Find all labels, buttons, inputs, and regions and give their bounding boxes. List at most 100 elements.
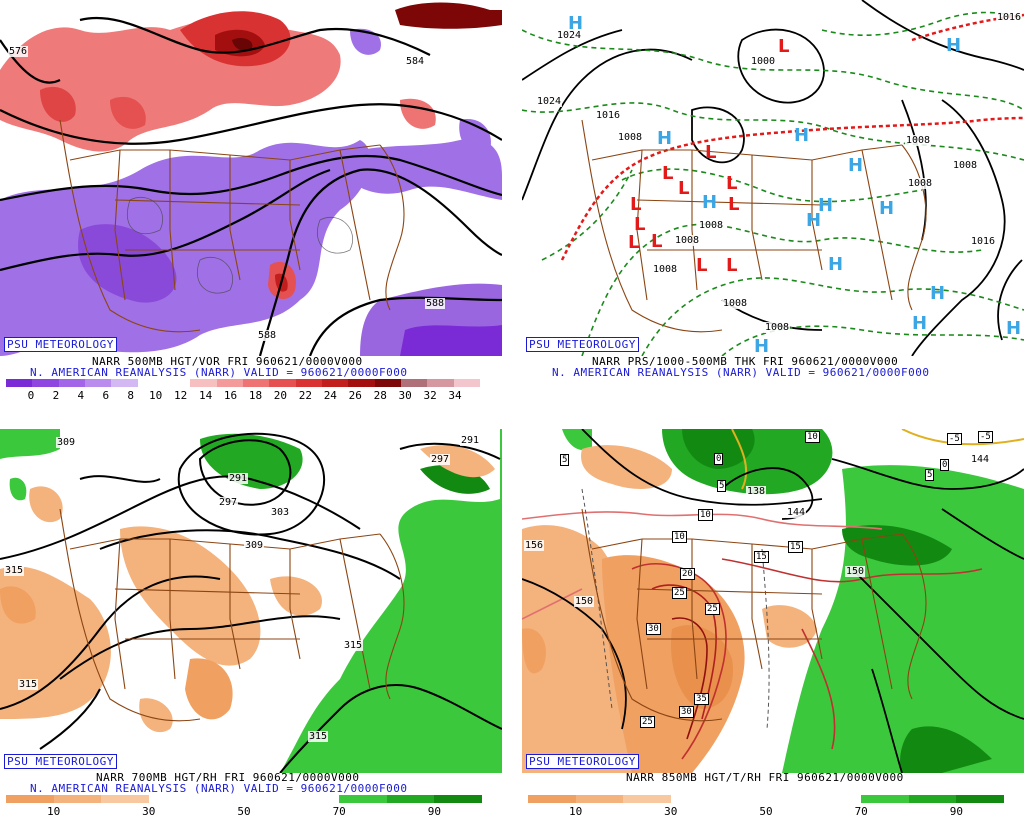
psu-branding: PSU METEOROLOGY [526, 754, 639, 769]
colorbar-tick-label: 2 [52, 389, 60, 402]
negative-vorticity-region [0, 140, 371, 356]
high-pressure-center: H [879, 198, 895, 219]
colorbar-tick-label: 10 [149, 389, 163, 402]
colorbar-swatch [190, 379, 217, 387]
temperature-label: -5 [947, 433, 962, 445]
colorbar-tick-label: 50 [759, 805, 773, 818]
colorbar-swatch [242, 379, 270, 387]
height-label: 144 [970, 454, 991, 465]
colorbar-tick-label: 16 [223, 389, 238, 402]
low-pressure-center: L [728, 194, 740, 215]
colorbar-tick-label: 90 [949, 805, 964, 818]
panel-subtitle: N. AMERICAN REANALYSIS (NARR) VALID = 96… [552, 366, 930, 379]
contour-label: 588 [425, 298, 446, 309]
colorbar-swatch [348, 379, 375, 387]
colorbar-tick-label: 28 [373, 389, 387, 402]
colorbar-tick-label: 18 [248, 389, 263, 402]
high-pressure-center: H [568, 13, 584, 34]
isobar-label: 1016 [970, 236, 997, 247]
contour-label: 291 [228, 473, 249, 484]
high-pressure-center: H [794, 125, 810, 146]
state-boundaries [59, 119, 405, 333]
isobar-label: 1016 [595, 110, 622, 121]
colorbar-tick-label: 70 [854, 805, 868, 818]
colorbar-swatch [32, 379, 59, 387]
colorbar-tick-label: 4 [77, 389, 85, 402]
high-pressure-center: H [818, 195, 834, 216]
isobar-label: 1000 [750, 56, 777, 67]
contour-label: 291 [460, 435, 481, 446]
high-pressure-center: H [828, 254, 844, 275]
t850-map [522, 429, 1024, 773]
colorbar-swatch [243, 795, 292, 803]
temperature-label: 10 [698, 509, 713, 521]
thickness-540-line [560, 116, 1024, 261]
colorbar-swatch [813, 795, 862, 803]
colorbar-swatch [148, 795, 197, 803]
temperature-label: 10 [672, 531, 687, 543]
isobar-label: 1008 [905, 135, 932, 146]
colorbar-swatch [111, 379, 138, 387]
panel-700mb-rh: 309 291 297 303 309 315 315 315 315 291 … [0, 429, 502, 819]
colorbar-swatch [163, 379, 191, 387]
panel-title: NARR 850MB HGT/T/RH FRI 960621/0000V000 [626, 771, 904, 784]
isobar-label: 1016 [996, 12, 1023, 23]
colorbar-swatch [6, 379, 33, 387]
colorbar-swatch [400, 379, 428, 387]
colorbar-tick-label: 14 [198, 389, 213, 402]
height-label: 150 [574, 596, 595, 607]
isobar-label: 1008 [764, 322, 791, 333]
temperature-label: 25 [672, 587, 687, 599]
colorbar-swatch [339, 795, 387, 803]
isobar-label: 1008 [698, 220, 725, 231]
state-boundaries [59, 508, 405, 722]
temperature-label: 0 [940, 459, 950, 471]
rh-colorbar [6, 795, 482, 803]
state-boundaries [581, 119, 927, 333]
colorbar-swatch [575, 795, 624, 803]
low-pressure-center: L [778, 36, 790, 57]
colorbar-tick-label: 30 [664, 805, 678, 818]
colorbar-swatch [453, 379, 480, 387]
isobar-label: 1008 [652, 264, 679, 275]
psu-branding: PSU METEOROLOGY [526, 337, 639, 352]
isobar-label: 1024 [556, 30, 583, 41]
colorbar-swatch [6, 795, 54, 803]
low-pressure-center: L [651, 231, 663, 252]
colorbar-tick-label: 22 [298, 389, 312, 402]
colorbar-swatch [58, 379, 85, 387]
colorbar-swatch [908, 795, 957, 803]
height-contours [0, 16, 502, 356]
contour-label: 309 [244, 540, 265, 551]
colorbar-swatch [137, 379, 164, 387]
height-label: 156 [524, 540, 545, 551]
colorbar-swatch [765, 795, 814, 803]
colorbar-tick-label: 34 [448, 389, 462, 402]
colorbar-tick-label: 10 [568, 805, 583, 818]
contour-label: 297 [218, 497, 239, 508]
panel-500mb-vorticity: 576 584 588 588 PSU METEOROLOGY NARR 500… [0, 0, 502, 402]
height-label: 144 [786, 507, 807, 518]
psu-branding: PSU METEOROLOGY [4, 337, 117, 352]
colorbar-swatch [374, 379, 401, 387]
colorbar-swatch [670, 795, 719, 803]
high-pressure-center: H [946, 35, 962, 56]
colorbar-swatch [718, 795, 766, 803]
panel-subtitle: N. AMERICAN REANALYSIS (NARR) VALID = 96… [30, 366, 408, 379]
contour-label: 309 [56, 437, 77, 448]
colorbar-tick-label: 24 [323, 389, 337, 402]
temperature-label: 5 [925, 469, 935, 481]
colorbar-swatch [386, 795, 435, 803]
contour-label: 576 [8, 46, 29, 57]
low-pressure-center: L [662, 163, 674, 184]
low-pressure-center: L [678, 178, 690, 199]
isobar-label: 1008 [674, 235, 701, 246]
temperature-label: 35 [694, 693, 709, 705]
high-pressure-center: H [702, 192, 718, 213]
colorbar-swatch [623, 795, 671, 803]
rh-colorbar [528, 795, 1004, 803]
vorticity-colorbar [6, 379, 480, 387]
temperature-label: 15 [754, 551, 769, 563]
colorbar-swatch [956, 795, 1004, 803]
low-pressure-center: L [696, 255, 708, 276]
